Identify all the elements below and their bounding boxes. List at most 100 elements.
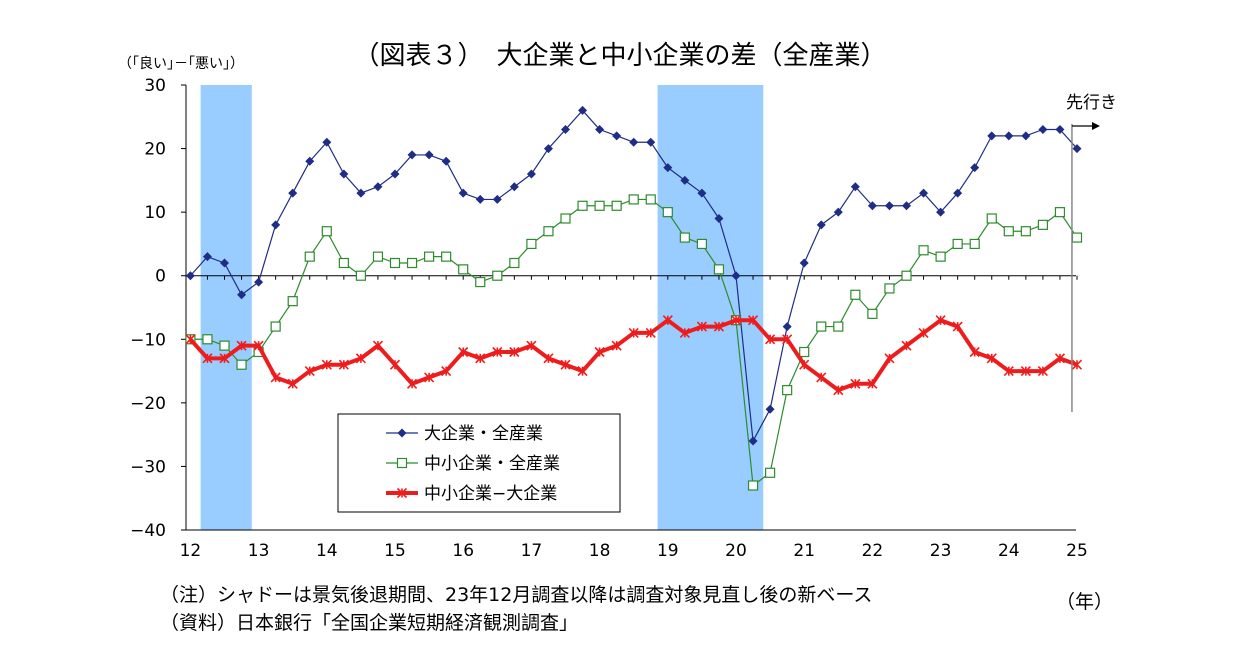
data-point-diamond xyxy=(595,125,605,134)
x-axis-unit-label: （年） xyxy=(1056,591,1113,613)
data-point-square xyxy=(1003,226,1014,237)
data-point-diamond xyxy=(1055,125,1065,134)
data-point-star xyxy=(458,346,469,358)
data-point-star xyxy=(253,340,264,351)
data-point-star xyxy=(185,334,196,345)
data-point-diamond xyxy=(867,201,877,211)
y-tick-label: −40 xyxy=(130,521,166,541)
legend-box xyxy=(337,413,621,513)
data-point-diamond xyxy=(526,169,536,179)
data-point-square xyxy=(236,359,247,370)
data-point-star xyxy=(406,378,418,389)
data-point-diamond xyxy=(322,137,332,147)
legend-label: 中小企業−大企業 xyxy=(424,484,557,504)
data-point-diamond xyxy=(373,182,383,192)
data-point-diamond xyxy=(629,137,639,147)
data-point-star xyxy=(969,346,980,358)
x-tick-label: 15 xyxy=(384,541,406,561)
data-point-square xyxy=(396,457,408,469)
y-axis-unit-label: （｢良い｣－｢悪い｣） xyxy=(118,56,244,72)
recession-band-0 xyxy=(200,85,252,530)
y-tick-label: 0 xyxy=(155,267,166,287)
forecast-label: 先行き xyxy=(1066,93,1117,113)
data-point-square xyxy=(611,200,622,211)
data-point-diamond xyxy=(220,258,229,268)
data-point-square xyxy=(270,321,281,332)
data-point-square xyxy=(1054,207,1066,218)
data-point-star xyxy=(645,327,656,338)
data-point-star xyxy=(526,340,537,351)
data-point-star xyxy=(679,327,690,338)
data-point-diamond xyxy=(288,188,298,198)
data-point-diamond xyxy=(543,144,553,154)
data-point-square xyxy=(304,251,315,262)
x-tick-label: 16 xyxy=(452,541,474,561)
y-tick-label: 10 xyxy=(144,203,166,223)
x-tick-label: 19 xyxy=(657,541,679,561)
data-point-square xyxy=(321,226,332,237)
data-point-square xyxy=(560,213,571,224)
data-point-square xyxy=(918,245,929,256)
data-point-star xyxy=(1037,366,1048,377)
data-point-diamond xyxy=(578,105,588,115)
data-point-star xyxy=(396,487,408,499)
data-point-star xyxy=(321,359,332,370)
data-point-square xyxy=(1071,232,1083,243)
note-source: （資料）日本銀行「全国企業短期経済観測調査」 xyxy=(160,612,578,634)
data-point-square xyxy=(747,480,759,491)
data-point-diamond xyxy=(953,188,963,198)
data-point-diamond xyxy=(509,182,519,192)
data-point-star xyxy=(952,321,963,332)
y-tick-label: −30 xyxy=(130,457,166,477)
data-point-star xyxy=(986,353,997,364)
x-tick-label: 23 xyxy=(930,541,952,561)
data-point-diamond xyxy=(646,137,656,147)
data-point-square xyxy=(202,334,213,345)
y-tick-label: 30 xyxy=(144,76,166,96)
data-point-square xyxy=(441,251,452,262)
data-point-star xyxy=(850,378,861,389)
data-point-square xyxy=(952,238,963,250)
data-point-diamond xyxy=(1072,144,1082,154)
data-point-star xyxy=(389,359,401,370)
data-point-star xyxy=(867,378,878,389)
data-point-square xyxy=(662,207,673,218)
forecast-marker: 先行き xyxy=(1066,93,1117,412)
data-point-diamond xyxy=(731,271,741,281)
x-tick-label: 13 xyxy=(248,541,270,561)
data-point-diamond xyxy=(441,156,451,166)
data-point-star xyxy=(202,353,213,364)
data-point-diamond xyxy=(185,271,195,281)
y-tick-label: 20 xyxy=(144,140,166,160)
data-point-diamond xyxy=(850,182,860,192)
data-point-square xyxy=(1037,219,1049,230)
data-point-diamond xyxy=(271,220,281,230)
data-point-star xyxy=(696,321,707,332)
x-tick-label: 21 xyxy=(793,541,815,561)
note-shadow: （注）シャドーは景気後退期間、23年12月調査以降は調査対象見直し後の新ベース xyxy=(160,584,872,606)
data-point-diamond xyxy=(561,125,570,134)
legend-label: 中小企業・全産業 xyxy=(424,454,560,474)
data-point-diamond xyxy=(202,252,212,262)
data-point-diamond xyxy=(697,188,707,198)
x-tick-label: 17 xyxy=(521,541,543,561)
data-point-square xyxy=(628,194,639,205)
data-point-star xyxy=(355,353,366,364)
data-point-star xyxy=(833,385,844,396)
data-point-diamond xyxy=(237,290,247,300)
data-point-diamond xyxy=(987,131,997,141)
data-point-diamond xyxy=(936,207,946,217)
data-point-square xyxy=(424,251,435,262)
data-point-square xyxy=(458,264,469,275)
data-point-diamond xyxy=(1021,131,1031,141)
data-point-square xyxy=(867,308,878,319)
data-point-diamond xyxy=(458,188,468,198)
axes: 30 20 10 0 −10 −20 −30 −40 12 13 14 15 16 17 18 19 20 21 2… xyxy=(130,76,1088,561)
data-point-star xyxy=(1071,359,1083,370)
x-tick-label: 22 xyxy=(862,541,884,561)
series-2 xyxy=(185,315,1083,396)
data-point-star xyxy=(338,359,349,370)
data-point-star xyxy=(765,334,776,345)
series-line xyxy=(190,198,1078,487)
